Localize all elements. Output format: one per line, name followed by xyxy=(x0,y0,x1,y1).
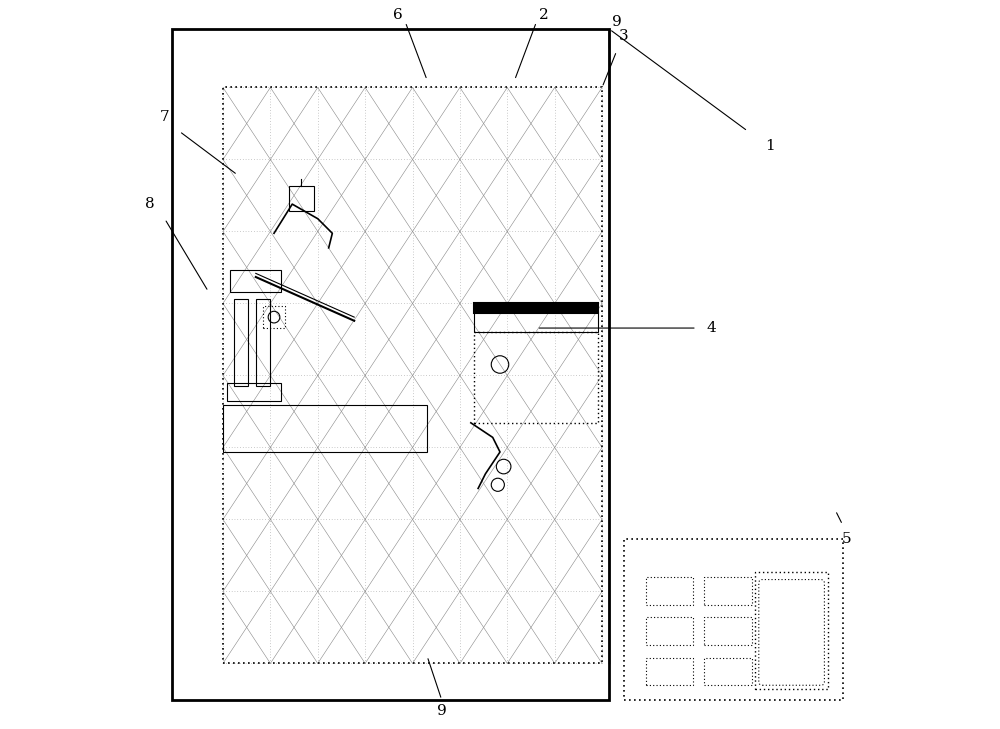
Bar xyxy=(230,270,281,292)
Bar xyxy=(755,572,828,689)
Bar xyxy=(474,303,598,313)
Bar xyxy=(646,658,693,685)
Text: 3: 3 xyxy=(619,29,629,44)
Bar xyxy=(256,299,270,386)
Text: 6: 6 xyxy=(393,7,403,22)
Bar xyxy=(474,332,598,423)
Bar xyxy=(474,311,598,332)
Bar xyxy=(704,658,752,685)
Bar xyxy=(223,87,602,663)
Text: 5: 5 xyxy=(841,532,851,547)
Text: 8: 8 xyxy=(145,197,155,211)
Bar xyxy=(263,306,285,328)
Text: 9: 9 xyxy=(612,15,622,29)
Bar xyxy=(646,617,693,645)
Bar xyxy=(646,577,693,605)
Text: 1: 1 xyxy=(765,139,775,153)
Bar xyxy=(234,299,248,386)
Bar xyxy=(172,29,609,700)
Bar xyxy=(624,539,843,700)
Bar xyxy=(223,405,427,452)
Bar xyxy=(289,186,314,211)
Text: 4: 4 xyxy=(707,321,716,335)
Text: 7: 7 xyxy=(160,109,169,124)
Text: 2: 2 xyxy=(539,7,549,22)
Bar xyxy=(704,577,752,605)
Text: 9: 9 xyxy=(437,703,447,718)
Bar xyxy=(227,383,281,401)
Bar xyxy=(704,617,752,645)
